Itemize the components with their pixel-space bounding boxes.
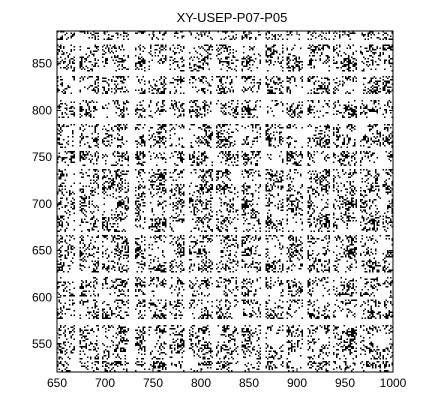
recurrence-dots <box>57 31 393 372</box>
y-tick-label: 800 <box>32 103 52 117</box>
y-tick-label: 850 <box>32 57 52 71</box>
chart-title: XY-USEP-P07-P05 <box>177 10 288 25</box>
x-tick-label: 1000 <box>380 376 407 390</box>
x-tick-label: 750 <box>143 376 163 390</box>
plot-frame <box>56 30 394 373</box>
x-axis: 650 700 750 800 850 900 950 1000 <box>47 31 407 390</box>
y-axis: 550 600 650 700 750 800 850 <box>32 57 393 351</box>
x-tick-label: 700 <box>95 376 115 390</box>
x-tick-label: 650 <box>47 376 67 390</box>
x-tick-label: 900 <box>287 376 307 390</box>
y-tick-label: 550 <box>32 337 52 351</box>
y-tick-label: 650 <box>32 244 52 258</box>
x-tick-label: 950 <box>335 376 355 390</box>
x-tick-label: 800 <box>191 376 211 390</box>
y-tick-label: 700 <box>32 197 52 211</box>
y-tick-label: 600 <box>32 290 52 304</box>
y-tick-label: 750 <box>32 150 52 164</box>
recurrence-dot-field <box>57 31 393 372</box>
x-tick-label: 850 <box>239 376 259 390</box>
plot-area <box>57 31 393 372</box>
